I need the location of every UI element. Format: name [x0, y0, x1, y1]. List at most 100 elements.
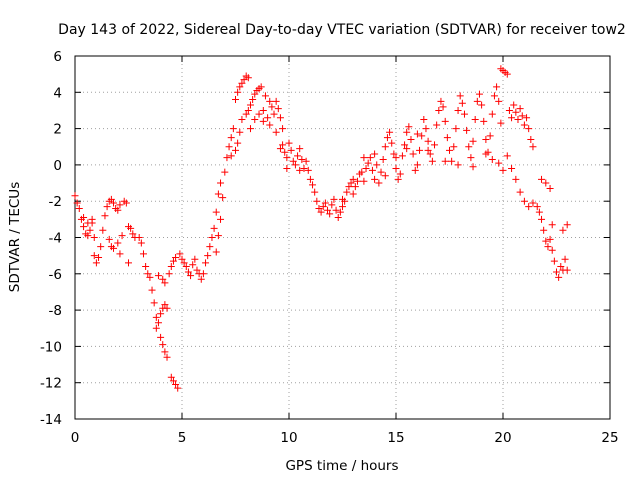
data-point [540, 226, 548, 234]
data-point [240, 76, 248, 84]
data-point [212, 248, 220, 256]
data-point [86, 226, 94, 234]
data-point [546, 184, 554, 192]
data-point [311, 188, 319, 196]
y-tick-label: -12 [40, 376, 62, 392]
data-point [334, 214, 342, 222]
data-point [266, 121, 274, 129]
data-point [125, 259, 132, 267]
data-point [110, 244, 118, 252]
data-point [208, 234, 216, 241]
data-point [495, 159, 503, 167]
data-point [499, 166, 507, 174]
data-point [274, 105, 282, 113]
data-point [422, 125, 430, 133]
data-point [516, 188, 524, 196]
data-point [276, 114, 284, 122]
data-point [289, 157, 297, 165]
data-point [197, 275, 205, 283]
data-point [110, 199, 118, 207]
data-point [358, 168, 366, 176]
data-point [189, 261, 197, 269]
data-point [144, 270, 152, 278]
data-point [469, 137, 477, 145]
data-point [324, 206, 332, 214]
x-tick-labels: 0 5 10 15 20 25 [71, 430, 619, 446]
data-point [497, 65, 505, 73]
data-point [163, 353, 171, 361]
data-point [360, 177, 368, 185]
data-points [71, 65, 571, 392]
data-point [336, 208, 344, 216]
data-point [244, 74, 252, 82]
data-point [154, 319, 162, 327]
data-point [75, 204, 83, 212]
data-point [163, 304, 171, 312]
data-point [73, 199, 81, 207]
data-point [202, 259, 210, 267]
data-point [184, 268, 192, 276]
data-point [88, 215, 96, 223]
y-tick-label: -2 [49, 194, 62, 210]
data-point [525, 203, 533, 211]
data-point [392, 154, 400, 162]
x-tick-label: 20 [494, 430, 511, 446]
x-tick-label: 0 [71, 430, 80, 446]
data-point [101, 212, 109, 220]
data-point [246, 101, 254, 109]
data-point [266, 97, 274, 105]
data-point [84, 219, 92, 227]
data-point [298, 155, 306, 163]
data-point [238, 116, 246, 124]
data-point [161, 348, 169, 356]
data-point [486, 132, 494, 140]
data-point [439, 103, 447, 111]
data-point [505, 106, 513, 114]
data-point [563, 221, 571, 229]
data-point [174, 384, 182, 392]
data-point [420, 116, 428, 124]
data-point [249, 96, 257, 104]
data-point [302, 157, 310, 165]
data-point [313, 197, 321, 205]
data-point [529, 143, 537, 151]
data-point [217, 179, 225, 187]
data-point [99, 226, 107, 234]
data-point [353, 177, 361, 185]
data-point [236, 83, 244, 91]
data-point [418, 132, 426, 140]
data-point [157, 333, 165, 341]
y-tick-labels: -14 -12 -10 -8 -6 -4 -2 0 2 4 6 [40, 49, 62, 428]
data-point [236, 128, 244, 136]
data-point [332, 206, 340, 214]
data-point [546, 235, 554, 243]
data-point [294, 152, 302, 160]
data-point [452, 125, 460, 133]
data-point [360, 154, 368, 162]
data-point [520, 197, 528, 205]
data-point [379, 155, 387, 163]
data-point [80, 223, 88, 231]
data-point [283, 165, 291, 173]
data-point [212, 208, 220, 216]
data-point [234, 139, 242, 147]
data-point [221, 168, 229, 176]
data-point [392, 165, 400, 173]
data-point [148, 286, 156, 294]
data-point [204, 252, 212, 260]
data-point [279, 141, 287, 149]
data-point [349, 190, 357, 198]
data-point [105, 235, 113, 243]
data-point [508, 114, 516, 122]
x-axis-label: GPS time / hours [285, 458, 398, 474]
data-point [413, 161, 421, 169]
data-point [441, 117, 449, 125]
data-point [424, 137, 432, 145]
data-point [482, 150, 490, 158]
data-point [437, 97, 445, 105]
data-point [268, 103, 276, 111]
data-point [368, 166, 376, 174]
data-point [426, 150, 434, 158]
data-point [548, 246, 556, 254]
